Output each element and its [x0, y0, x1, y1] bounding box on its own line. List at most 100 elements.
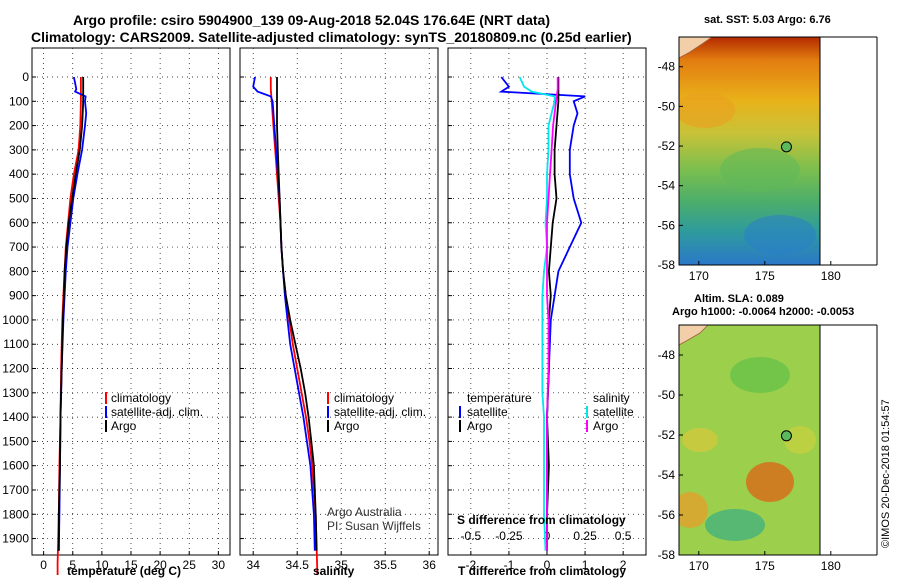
sla-yellow-patch: [682, 428, 718, 452]
map-x-tick-label: 180: [821, 269, 841, 283]
difference-series-s-argo: [546, 77, 559, 551]
map-y-tick-label: -58: [658, 548, 676, 562]
salinity-series-argo: [276, 77, 318, 551]
temperature-x-axis-label: temperature (deg C): [67, 564, 181, 578]
x-tick-label: 25: [183, 558, 197, 572]
x-tick-label: 35: [335, 558, 349, 572]
y-tick-label: 100: [9, 94, 29, 108]
map-x-tick-label: 175: [755, 559, 775, 573]
legend-t-argo-label: Argo: [467, 419, 493, 433]
map-y-tick-label: -52: [658, 428, 676, 442]
sla-low-patch: [705, 509, 765, 541]
y-tick-label: 1000: [2, 313, 29, 327]
sst-cool-patch: [744, 215, 816, 255]
sst-map: [679, 37, 820, 265]
x-tick-label: 5: [69, 558, 76, 572]
y-tick-label: 700: [9, 240, 29, 254]
sst-map-ticks: 170 175 180 -48 -50 -52 -54 -56 -58: [658, 60, 841, 283]
map-y-tick-label: -54: [658, 468, 676, 482]
difference-legend: temperature salinity satellite Argo sate…: [459, 391, 634, 433]
sla-map: [679, 325, 820, 555]
watermark: ©IMOS 20-Dec-2018 01:54:57: [880, 399, 892, 548]
y-tick-label: 1400: [2, 410, 29, 424]
legend-s-argo-label: Argo: [593, 419, 619, 433]
y-tick-label: 1500: [2, 434, 29, 448]
legend-satellite-clim-label: satellite-adj. clim.: [111, 405, 203, 419]
y-tick-label: 1900: [2, 532, 29, 546]
legend-salinity-title: salinity: [593, 391, 630, 405]
legend-climatology-label: climatology: [334, 391, 394, 405]
x-tick-label: 10: [95, 558, 109, 572]
sst-map-frame: [678, 36, 821, 266]
difference-x-axis-label: T difference from climatology: [458, 564, 626, 578]
x-tick-label: 1: [582, 558, 589, 572]
map-y-tick-label: -56: [658, 218, 676, 232]
s-tick-label: 0.5: [615, 529, 632, 543]
y-tick-label: 1100: [3, 337, 29, 351]
temperature-legend: climatology satellite-adj. clim. Argo: [105, 391, 203, 433]
x-tick-label: 15: [124, 558, 138, 572]
legend-satellite-clim-label: satellite-adj. clim.: [334, 405, 426, 419]
y-tick-label: 1800: [2, 507, 29, 521]
x-tick-label: 30: [212, 558, 226, 572]
x-tick-label: 0: [40, 558, 47, 572]
y-tick-label: 400: [9, 167, 29, 181]
s-tick-label: -0.25: [495, 529, 523, 543]
map-y-tick-label: -54: [658, 179, 676, 193]
sla-map-ticks: 170 175 180 -48 -50 -52 -54 -56 -58: [658, 348, 841, 573]
map-x-tick-label: 170: [689, 269, 709, 283]
temperature-series-argo: [57, 77, 85, 551]
map-x-tick-label: 175: [755, 269, 775, 283]
sst-green-patch: [720, 148, 800, 192]
map-y-tick-label: -50: [658, 99, 676, 113]
sla-green-patch: [730, 357, 790, 393]
x-tick-label: 0: [544, 558, 551, 572]
map-y-tick-label: -52: [658, 139, 676, 153]
s-tick-label: 0.25: [573, 529, 597, 543]
x-tick-label: 36: [423, 558, 437, 572]
sla-high-patch-2: [679, 492, 708, 528]
y-tick-label: 300: [9, 143, 29, 157]
temperature-series-climatology: [56, 77, 82, 575]
y-tick-label: 1200: [2, 362, 29, 376]
salinity-series-satellite-adj-clim-: [252, 76, 316, 551]
tick-labels: 0100200300400500600700800900100011001200…: [2, 70, 632, 572]
y-tick-label: 1300: [2, 386, 29, 400]
legend-s-satellite-label: satellite: [593, 405, 634, 419]
legend-temperature-title: temperature: [467, 391, 532, 405]
figure-title-line2: Climatology: CARS2009. Satellite-adjuste…: [31, 29, 632, 45]
y-tick-label: 200: [9, 119, 29, 133]
grid-layer: [32, 48, 646, 555]
sla-yellow-patch-2: [784, 426, 816, 454]
map-y-tick-label: -58: [658, 258, 676, 272]
x-tick-label: 35.5: [374, 558, 398, 572]
salinity-legend: climatology satellite-adj. clim. Argo: [327, 391, 426, 433]
legend-t-satellite-label: satellite: [467, 405, 508, 419]
sla-map-frame: [678, 324, 821, 556]
map-y-tick-label: -50: [658, 388, 676, 402]
legend-argo-label: Argo: [334, 419, 360, 433]
source-annotation-line2: PI: Susan Wijffels: [327, 519, 421, 533]
x-tick-label: 2: [620, 558, 627, 572]
sla-argo-location-marker: [780, 430, 792, 442]
x-tick-label: 34.5: [286, 558, 310, 572]
x-tick-label: 20: [153, 558, 167, 572]
series-layer: [56, 76, 586, 576]
s-difference-axis-label: S difference from climatology: [457, 513, 626, 527]
salinity-panel-frame: [239, 47, 439, 556]
legend-argo-label: Argo: [111, 419, 137, 433]
y-tick-label: 800: [9, 264, 29, 278]
map-x-tick-label: 180: [821, 559, 841, 573]
sla-map-subtitle: Argo h1000: -0.0064 h2000: -0.0053: [672, 306, 854, 318]
y-tick-label: 1600: [2, 459, 29, 473]
y-tick-label: 500: [9, 191, 29, 205]
map-x-tick-label: 170: [689, 559, 709, 573]
figure-title-line1: Argo profile: csiro 5904900_139 09-Aug-2…: [73, 12, 550, 28]
x-tick-label: -1: [504, 558, 515, 572]
y-tick-label: 0: [22, 70, 29, 84]
x-tick-label: 34: [247, 558, 261, 572]
land-mass: [679, 325, 709, 346]
legend-climatology-label: climatology: [111, 391, 171, 405]
sst-warm-patch: [679, 92, 735, 128]
